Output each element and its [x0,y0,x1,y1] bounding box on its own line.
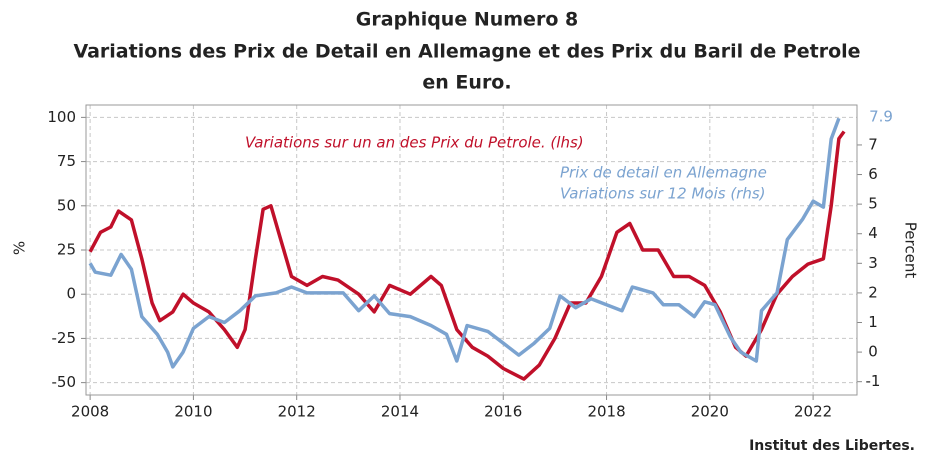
y2-tick-label: 3 [868,254,878,272]
annotation: Variations sur un an des Prix du Petrole… [245,134,584,152]
x-tick-label: 2010 [174,403,212,421]
x-tick-label: 2020 [691,403,729,421]
y-tick-label: 100 [47,108,76,126]
y-tick-label: -50 [52,373,77,391]
line-series [88,117,841,369]
plot-frame [85,104,858,396]
y2-tick-label: -1 [866,372,881,390]
y2-tick-label: 7 [868,135,878,153]
y-tick-label: 75 [57,152,76,170]
y2-axis-label: Percent [902,222,920,279]
y-tick-label: -25 [52,329,77,347]
chart-title: en Euro. [422,72,511,94]
x-tick-label: 2016 [484,403,522,421]
y2-tick-label: 4 [868,224,878,242]
y2-tick-label: 1 [868,313,878,331]
y-axis-label: % [11,241,29,255]
y-tick-label: 0 [66,285,76,303]
annotation: Variations sur 12 Mois (rhs) [560,185,766,203]
y2-tick-label: 6 [868,165,878,183]
x-tick-label: 2008 [71,403,109,421]
y-tick-label: 25 [57,241,76,259]
x-tick-label: 2014 [381,403,419,421]
y2-tick-label: 5 [868,195,878,213]
y2-tick-label: 0 [868,343,878,361]
chart-title: Variations des Prix de Detail en Allemag… [73,41,860,63]
x-tick-label: 2022 [794,403,832,421]
x-tick-label: 2018 [587,403,625,421]
x-tick-label: 2012 [278,403,316,421]
y2-tick-label: 2 [868,283,878,301]
annotation: Prix de detail en Allemagne [560,164,767,182]
chart-title: Graphique Numero 8 [356,9,578,31]
source: Institut des Libertes. [749,438,915,454]
y-tick-label: 50 [57,196,76,214]
value-label: 7.9 [869,108,893,126]
